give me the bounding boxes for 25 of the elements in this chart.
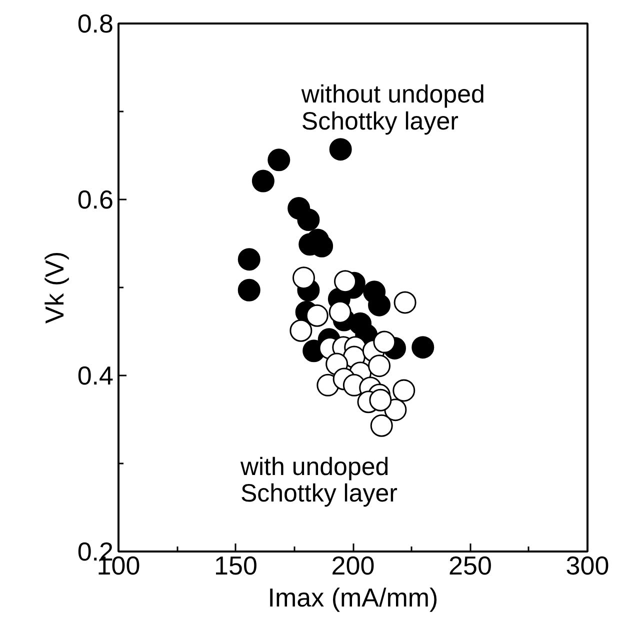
- y-tick-label: 0.8: [77, 8, 114, 38]
- point: [292, 266, 316, 290]
- y-tick-label: 0.6: [77, 184, 114, 214]
- series-label: without undoped Schottky layer: [300, 80, 485, 136]
- x-axis-title: Imax (mA/mm): [268, 582, 438, 612]
- point: [368, 294, 391, 316]
- x-tick-label: 250: [448, 550, 492, 580]
- point: [328, 300, 352, 324]
- x-tick-label: 150: [214, 550, 258, 580]
- point: [369, 388, 392, 412]
- point: [252, 170, 274, 192]
- y-tick-label: 0.4: [77, 360, 114, 390]
- x-tick-label: 200: [331, 550, 375, 580]
- point: [306, 304, 328, 327]
- point: [412, 336, 434, 359]
- x-tick-label: 300: [566, 550, 610, 580]
- point: [297, 208, 320, 231]
- point: [238, 248, 260, 271]
- point: [329, 138, 352, 161]
- point: [334, 270, 357, 293]
- series-label: with undoped Schottky layer: [239, 452, 398, 508]
- point: [268, 148, 290, 172]
- point: [373, 330, 396, 354]
- point: [238, 278, 260, 302]
- y-axis-title: Vk (V): [39, 251, 70, 324]
